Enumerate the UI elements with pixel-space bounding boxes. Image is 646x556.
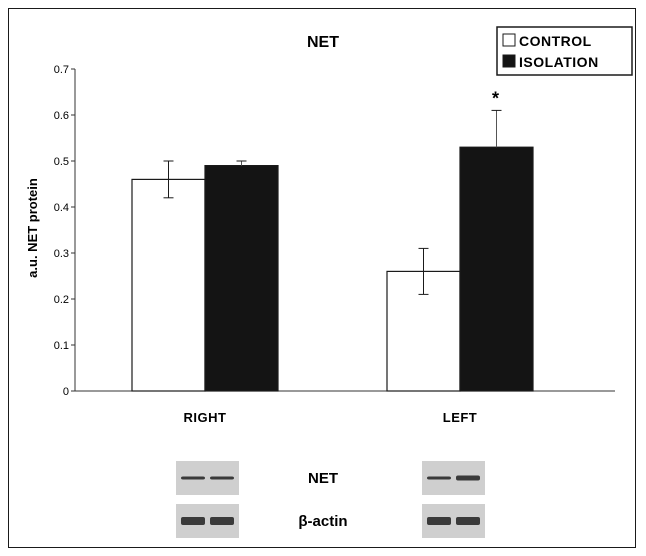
blot-band [181,517,205,525]
y-tick-label: 0.4 [54,202,69,214]
plot-area: 0 0.1 0.2 0.3 0.4 0.5 0.6 0.7 RIGHT * LEFT [54,64,615,425]
blot-band [210,517,234,525]
chart-title: NET [307,34,339,51]
y-tick-label: 0.2 [54,294,69,306]
legend-swatch-isolation [502,54,516,68]
legend: CONTROL ISOLATION [496,26,633,76]
blot-band [456,475,480,481]
blot-label: NET [308,470,338,487]
bar-control-right [131,178,206,392]
legend-box [496,26,633,76]
y-axis-label: a.u. NET protein [25,178,40,278]
legend-swatch-control [502,33,516,47]
bar-isolation-right [204,165,279,392]
blot-band [427,517,451,525]
bar-isolation-left [459,146,534,392]
legend-label-control: CONTROL [519,33,592,49]
y-tick-label: 0.6 [54,110,69,122]
blot-band [210,476,234,480]
blot-band [456,517,480,525]
western-blots: NET β-actin [176,461,485,538]
x-category-label: RIGHT [184,410,227,425]
blot-band [427,476,451,480]
legend-label-isolation: ISOLATION [519,54,599,70]
y-tick-label: 0.1 [54,340,69,352]
y-tick-label: 0.5 [54,156,69,168]
y-tick-label: 0.7 [54,64,69,76]
significance-marker: * [492,88,499,108]
blot-band [181,476,205,480]
blot-label: β-actin [298,513,347,530]
y-tick-label: 0 [63,386,69,398]
x-category-label: LEFT [443,410,478,425]
y-tick-label: 0.3 [54,248,69,260]
